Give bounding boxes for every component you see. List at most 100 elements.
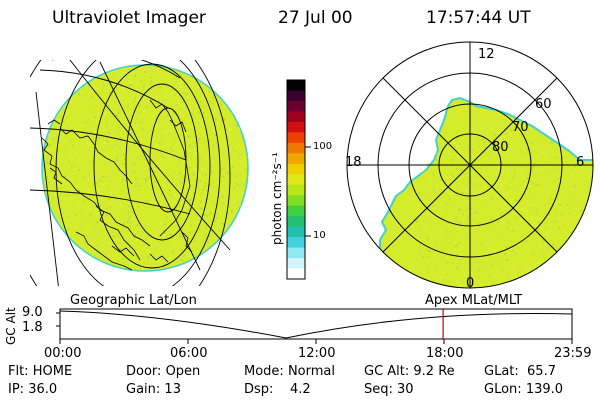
speckle-dot <box>455 191 458 193</box>
speckle-dot <box>485 154 488 157</box>
speckle-dot <box>235 175 237 178</box>
speckle-dot <box>77 218 79 221</box>
speckle-dot <box>180 258 183 261</box>
speckle-dot <box>48 150 50 153</box>
speckle-dot <box>117 236 120 239</box>
speckle-dot <box>446 261 449 264</box>
speckle-dot <box>146 106 148 108</box>
speckle-dot <box>232 141 235 143</box>
speckle-dot <box>180 249 183 251</box>
speckle-dot <box>532 235 535 237</box>
speckle-dot <box>477 223 480 225</box>
speckle-dot <box>456 167 458 170</box>
altitude-xticks <box>59 339 573 344</box>
speckle-dot <box>206 213 209 216</box>
speckle-dot <box>465 189 467 191</box>
speckle-dot <box>511 230 514 233</box>
speckle-dot <box>115 115 118 117</box>
speckle-dot <box>110 245 112 247</box>
speckle-dot <box>184 132 187 134</box>
speckle-dot <box>426 267 429 269</box>
speckle-dot <box>220 104 223 107</box>
speckle-dot <box>160 193 163 195</box>
speckle-dot <box>83 128 85 131</box>
speckle-dot <box>94 195 96 198</box>
speckle-dot <box>444 204 446 206</box>
speckle-dot <box>532 224 534 227</box>
speckle-dot <box>164 94 167 97</box>
speckle-dot <box>199 81 201 84</box>
speckle-dot <box>169 260 171 262</box>
speckle-dot <box>79 212 81 214</box>
speckle-dot <box>504 253 507 256</box>
speckle-dot <box>132 100 135 102</box>
speckle-dot <box>95 172 98 174</box>
speckle-dot <box>222 175 225 178</box>
speckle-dot <box>59 150 61 152</box>
speckle-dot <box>49 202 51 205</box>
speckle-dot <box>231 146 234 148</box>
speckle-dot <box>160 195 163 198</box>
speckle-dot <box>204 209 207 212</box>
speckle-dot <box>134 206 137 209</box>
speckle-dot <box>465 219 467 221</box>
speckle-dot <box>208 184 211 186</box>
speckle-dot <box>212 129 215 132</box>
speckle-dot <box>446 214 449 216</box>
speckle-dot <box>498 185 500 187</box>
speckle-dot <box>246 175 248 177</box>
speckle-dot <box>559 153 562 155</box>
speckle-dot <box>93 237 95 240</box>
speckle-dot <box>169 158 171 161</box>
speckle-dot <box>95 221 97 223</box>
speckle-dot <box>183 179 185 181</box>
speckle-dot <box>454 146 457 148</box>
speckle-dot <box>445 176 448 179</box>
speckle-dot <box>486 229 489 231</box>
speckle-dot <box>554 220 557 223</box>
geographic-label: Geographic Lat/Lon <box>70 293 197 308</box>
speckle-dot <box>211 103 213 105</box>
speckle-dot <box>516 273 518 276</box>
speckle-dot <box>66 231 68 233</box>
time-label: 17:57:44 UT <box>426 8 531 28</box>
speckle-dot <box>132 72 134 75</box>
speckle-dot <box>180 217 183 220</box>
speckle-dot <box>190 224 192 227</box>
speckle-dot <box>532 264 534 267</box>
speckle-dot <box>509 148 512 150</box>
speckle-dot <box>164 223 166 225</box>
speckle-dot <box>184 180 187 182</box>
speckle-dot <box>177 183 180 185</box>
speckle-dot <box>433 191 436 193</box>
speckle-dot <box>111 137 113 140</box>
speckle-dot <box>182 255 185 258</box>
speckle-dot <box>505 182 507 184</box>
speckle-dot <box>117 233 119 235</box>
speckle-dot <box>134 75 137 77</box>
speckle-dot <box>514 199 517 201</box>
speckle-dot <box>571 188 573 191</box>
speckle-dot <box>470 207 472 210</box>
speckle-dot <box>478 269 481 272</box>
speckle-dot <box>477 184 479 187</box>
speckle-dot <box>242 183 245 186</box>
speckle-dot <box>418 192 420 194</box>
status-mode: Mode: Normal <box>244 364 335 379</box>
speckle-dot <box>455 217 457 219</box>
speckle-dot <box>500 214 502 216</box>
speckle-dot <box>194 157 197 160</box>
speckle-dot <box>241 192 244 195</box>
speckle-dot <box>445 229 448 231</box>
speckle-dot <box>129 81 132 84</box>
speckle-dot <box>87 149 89 152</box>
speckle-dot <box>190 156 192 158</box>
speckle-dot <box>150 80 153 82</box>
speckle-dot <box>125 77 128 79</box>
speckle-dot <box>186 92 189 95</box>
speckle-dot <box>173 249 175 252</box>
speckle-dot <box>86 235 89 238</box>
speckle-dot <box>460 221 462 224</box>
speckle-dot <box>234 157 236 159</box>
speckle-dot <box>535 207 537 209</box>
